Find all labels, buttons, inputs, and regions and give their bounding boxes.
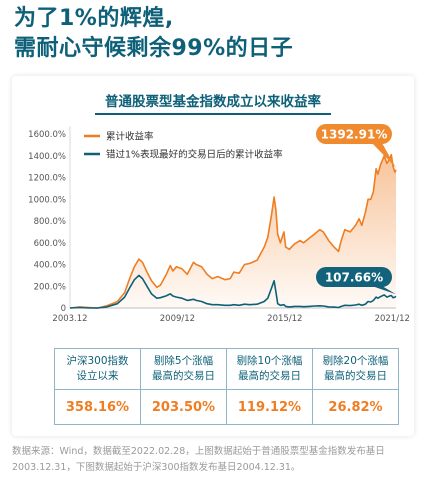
x-tick-label: 2003.12 xyxy=(52,314,87,324)
stats-header-cell: 沪深300指数 设立以来 xyxy=(54,348,141,390)
stats-value-cell: 358.16% xyxy=(54,389,141,425)
headline-line-2: 需耐心守候剩余99%的日子 xyxy=(14,36,294,61)
y-tick-label: 400.0% xyxy=(34,261,66,271)
y-tick-label: 200.0% xyxy=(34,282,66,292)
series-line-1 xyxy=(69,274,397,309)
chart-title-wrap: 普通股票型基金指数成立以来收益率 xyxy=(12,90,414,115)
callout-bubble-1 xyxy=(316,267,392,287)
x-tick-label: 2021/12 xyxy=(375,314,410,324)
y-tick-label: 1000.0% xyxy=(28,195,66,205)
return-line-chart: 0 200.0% 400.0% 600.0% 800.0% 1000.0% 1200.0% 1… xyxy=(28,124,410,324)
chart-card: 普通股票型基金指数成立以来收益率 0 200.0% 400.0% 600.0% 800.… xyxy=(12,76,414,436)
y-tick-label: 800.0% xyxy=(34,217,66,227)
stats-value-cell: 203.50% xyxy=(140,389,227,425)
x-tick-label: 2015/12 xyxy=(267,314,302,324)
stats-table: 沪深300指数 设立以来 剔除5个涨幅 最高的交易日 剔除10个涨幅 最高的交易日 剔… xyxy=(54,348,399,425)
callout-label-0: 1392.91% xyxy=(321,128,388,142)
callout-bubble-0 xyxy=(316,124,392,144)
y-tick-label: 1400.0% xyxy=(28,152,66,162)
headline-line-1: 为了1%的辉煌, xyxy=(14,6,174,31)
stats-header-row: 沪深300指数 设立以来 剔除5个涨幅 最高的交易日 剔除10个涨幅 最高的交易日 剔… xyxy=(54,348,399,390)
chart-title: 普通股票型基金指数成立以来收益率 xyxy=(95,90,331,115)
stats-value-cell: 26.82% xyxy=(312,389,399,425)
legend-label-1: 错过1%表现最好的交易日后的累计收益率 xyxy=(106,149,283,161)
series-area-0 xyxy=(70,154,396,308)
headline: 为了1%的辉煌, 需耐心守候剩余99%的日子 xyxy=(14,4,414,64)
y-tick-label: 0 xyxy=(61,304,66,314)
callout-label-1: 107.66% xyxy=(325,271,383,285)
y-tick-label: 1600.0% xyxy=(28,130,66,140)
stats-header-cell: 剔除20个涨幅 最高的交易日 xyxy=(312,348,399,390)
stats-header-cell: 剔除10个涨幅 最高的交易日 xyxy=(226,348,313,390)
y-tick-label: 600.0% xyxy=(34,239,66,249)
y-tick-label: 1200.0% xyxy=(28,174,66,184)
series-line-0 xyxy=(69,153,397,309)
footnote: 数据来源：Wind，数据截至2022.02.28，上图数据起始于普通股票型基金指… xyxy=(12,446,385,473)
stats-header-cell: 剔除5个涨幅 最高的交易日 xyxy=(140,348,227,390)
stats-value-cell: 119.12% xyxy=(226,389,313,425)
legend-label-0: 累计收益率 xyxy=(106,131,154,143)
stats-value-row: 358.16% 203.50% 119.12% 26.82% xyxy=(54,389,399,425)
x-tick-label: 2009/12 xyxy=(160,314,195,324)
